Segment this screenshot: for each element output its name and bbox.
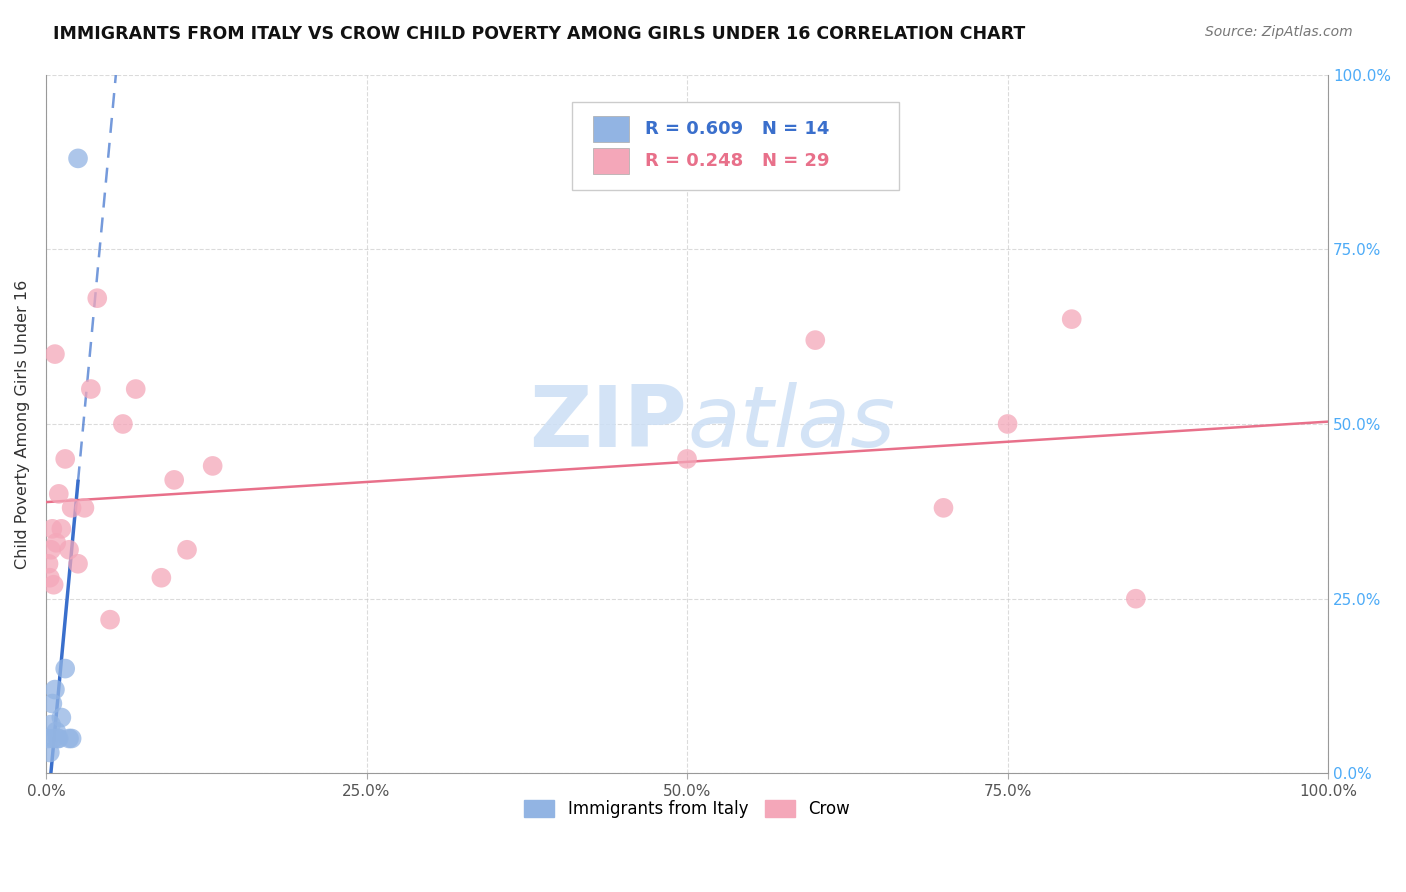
Point	[45, 724, 67, 739]
Point	[45, 536, 67, 550]
Y-axis label: Child Poverty Among Girls Under 16: Child Poverty Among Girls Under 16	[15, 279, 30, 568]
Point	[80, 382, 103, 396]
Point	[51, 522, 73, 536]
Text: Source: ZipAtlas.com: Source: ZipAtlas.com	[1205, 25, 1353, 39]
FancyBboxPatch shape	[593, 116, 630, 143]
Text: R = 0.248   N = 29: R = 0.248 N = 29	[645, 153, 830, 170]
Point	[60, 500, 83, 515]
Point	[111, 417, 134, 431]
Point	[42, 578, 65, 592]
Text: R = 0.609   N = 14: R = 0.609 N = 14	[645, 120, 830, 138]
Point	[201, 458, 224, 473]
Point	[44, 682, 66, 697]
FancyBboxPatch shape	[593, 148, 630, 175]
Point	[73, 500, 96, 515]
Point	[38, 557, 60, 571]
FancyBboxPatch shape	[572, 103, 898, 190]
Point	[58, 542, 80, 557]
Point	[58, 731, 80, 746]
Point	[125, 382, 148, 396]
Point	[66, 557, 89, 571]
Point	[150, 571, 173, 585]
Point	[48, 731, 70, 746]
Point	[86, 291, 108, 305]
Point	[53, 451, 76, 466]
Text: ZIP: ZIP	[529, 383, 688, 466]
Point	[42, 731, 65, 746]
Point	[163, 473, 186, 487]
Point	[176, 542, 198, 557]
Point	[98, 613, 121, 627]
Point	[997, 417, 1019, 431]
Point	[44, 347, 66, 361]
Point	[60, 731, 83, 746]
Point	[804, 333, 827, 347]
Point	[38, 571, 60, 585]
Point	[932, 500, 955, 515]
Point	[1125, 591, 1147, 606]
Point	[51, 710, 73, 724]
Point	[39, 717, 62, 731]
Point	[38, 746, 60, 760]
Point	[39, 542, 62, 557]
Point	[676, 451, 699, 466]
Point	[46, 731, 69, 746]
Point	[48, 487, 70, 501]
Point	[53, 662, 76, 676]
Legend: Immigrants from Italy, Crow: Immigrants from Italy, Crow	[517, 793, 856, 824]
Point	[66, 152, 89, 166]
Text: atlas: atlas	[688, 383, 896, 466]
Point	[1060, 312, 1083, 326]
Text: IMMIGRANTS FROM ITALY VS CROW CHILD POVERTY AMONG GIRLS UNDER 16 CORRELATION CHA: IMMIGRANTS FROM ITALY VS CROW CHILD POVE…	[53, 25, 1026, 43]
Point	[41, 522, 63, 536]
Point	[38, 731, 60, 746]
Point	[41, 697, 63, 711]
